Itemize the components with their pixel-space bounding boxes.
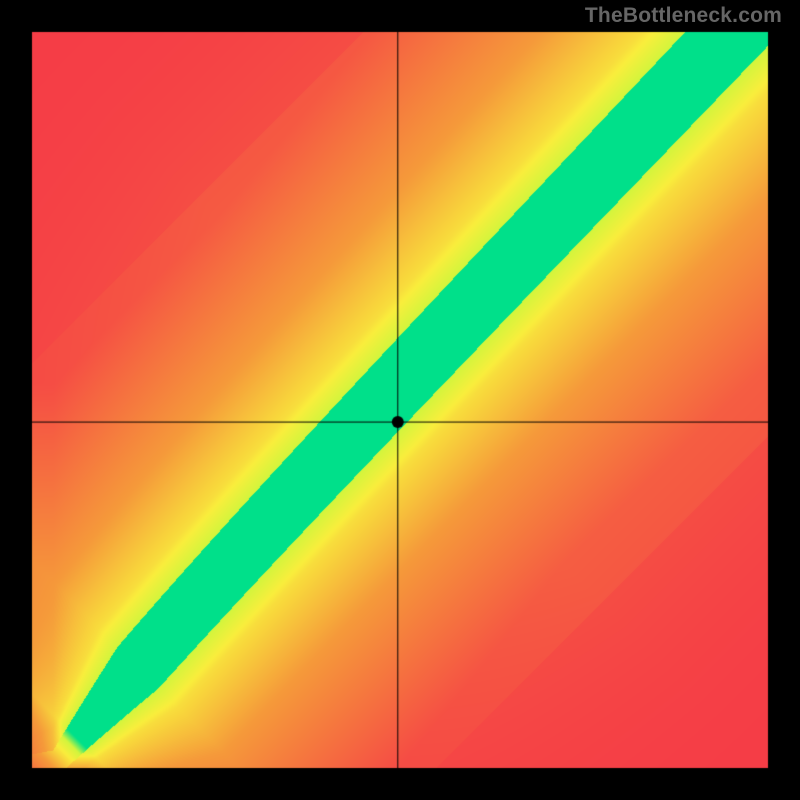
- bottleneck-heatmap: [0, 0, 800, 800]
- watermark-text: TheBottleneck.com: [585, 4, 782, 28]
- chart-container: TheBottleneck.com: [0, 0, 800, 800]
